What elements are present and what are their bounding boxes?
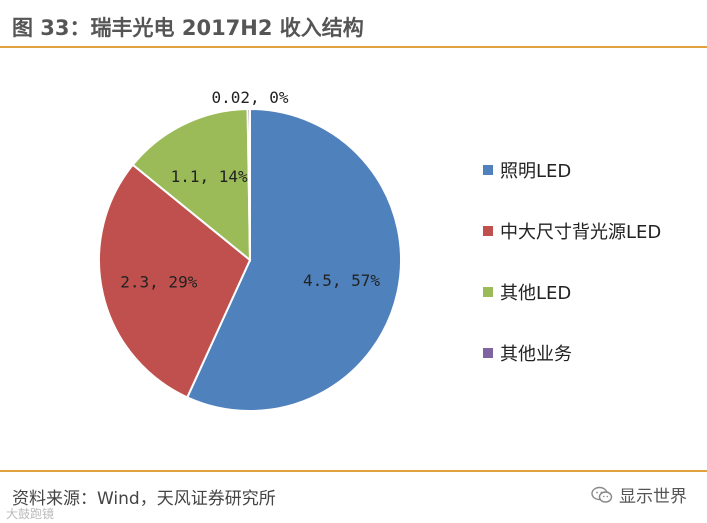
- pie-slices: [98, 107, 402, 412]
- pie-slice-1: [185, 107, 402, 412]
- watermark: 显示世界: [591, 482, 687, 507]
- pie-slice-label-4: 0.02, 0%: [211, 88, 288, 107]
- legend-swatch-2: [483, 226, 493, 236]
- legend-swatch-1: [483, 165, 493, 175]
- pie-slice-labels: 4.5, 57% 2.3, 29% 1.1, 14% 0.02, 0%: [120, 88, 380, 291]
- pie-slice-label-2: 2.3, 29%: [120, 272, 197, 291]
- wechat-icon: [591, 486, 613, 503]
- legend-label-1: 照明LED: [500, 161, 571, 182]
- bottom-rule: [0, 470, 707, 472]
- watermark-text: 显示世界: [619, 487, 687, 507]
- bottom-watermark: 大鼓跑镜: [6, 507, 55, 521]
- legend-label-3: 其他LED: [500, 283, 571, 304]
- pie-slice-4: [246, 107, 251, 261]
- legend-label-2: 中大尺寸背光源LED: [500, 222, 661, 243]
- top-rule: [0, 46, 707, 48]
- source-note: 资料来源：Wind，天风证券研究所: [12, 489, 276, 509]
- figure-title: 图 33：瑞丰光电 2017H2 收入结构: [12, 16, 364, 40]
- pie-slice-label-3: 1.1, 14%: [171, 167, 248, 186]
- pie-slice-2: [98, 163, 252, 399]
- legend-swatch-3: [483, 287, 493, 297]
- pie-slice-3: [131, 108, 252, 263]
- chart-legend: 照明LED 中大尺寸背光源LED 其他LED 其他业务: [483, 161, 661, 365]
- pie-slice-label-1: 4.5, 57%: [303, 271, 380, 290]
- legend-label-4: 其他业务: [500, 344, 572, 365]
- legend-swatch-4: [483, 348, 493, 358]
